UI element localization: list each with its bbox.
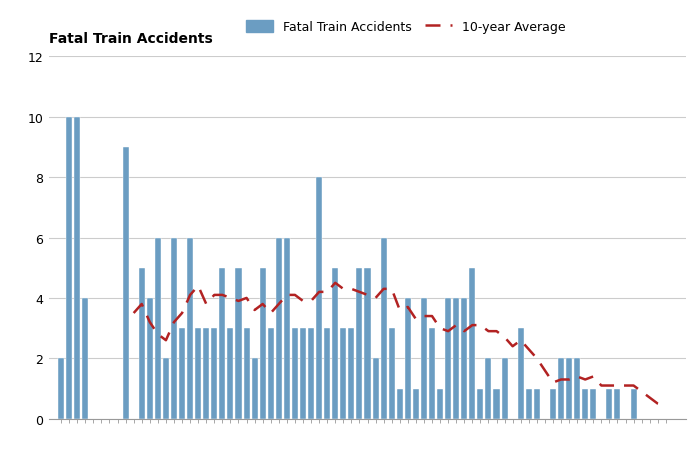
Bar xyxy=(203,328,209,419)
Bar xyxy=(606,389,612,419)
Bar xyxy=(502,358,508,419)
Bar xyxy=(171,238,177,419)
Bar xyxy=(349,328,354,419)
Bar xyxy=(292,328,298,419)
Bar xyxy=(147,298,153,419)
Bar xyxy=(477,389,484,419)
Bar xyxy=(219,268,225,419)
Bar xyxy=(122,148,129,419)
Bar xyxy=(574,358,580,419)
Bar xyxy=(526,389,532,419)
Bar xyxy=(74,118,81,419)
Bar xyxy=(469,268,475,419)
Bar xyxy=(235,268,241,419)
Bar xyxy=(615,389,620,419)
Bar xyxy=(558,358,564,419)
Bar xyxy=(372,358,379,419)
Bar xyxy=(211,328,217,419)
Bar xyxy=(550,389,556,419)
Bar xyxy=(316,178,322,419)
Bar xyxy=(421,298,427,419)
Bar xyxy=(300,328,306,419)
Bar xyxy=(155,238,161,419)
Bar xyxy=(244,328,250,419)
Bar xyxy=(179,328,185,419)
Bar xyxy=(461,298,468,419)
Bar xyxy=(582,389,588,419)
Bar xyxy=(66,118,72,419)
Bar xyxy=(340,328,346,419)
Legend: Fatal Train Accidents, 10-year Average: Fatal Train Accidents, 10-year Average xyxy=(241,16,570,40)
Bar xyxy=(413,389,419,419)
Bar xyxy=(534,389,540,419)
Bar xyxy=(276,238,282,419)
Bar xyxy=(590,389,596,419)
Bar xyxy=(228,328,233,419)
Bar xyxy=(187,238,193,419)
Bar xyxy=(389,328,395,419)
Bar xyxy=(445,298,452,419)
Bar xyxy=(163,358,169,419)
Bar xyxy=(260,268,266,419)
Bar xyxy=(83,298,88,419)
Bar xyxy=(195,328,201,419)
Bar xyxy=(518,328,524,419)
Text: Fatal Train Accidents: Fatal Train Accidents xyxy=(49,32,213,46)
Bar xyxy=(332,268,338,419)
Bar xyxy=(356,268,363,419)
Bar xyxy=(631,389,636,419)
Bar xyxy=(494,389,500,419)
Bar xyxy=(284,238,290,419)
Bar xyxy=(437,389,443,419)
Bar xyxy=(453,298,459,419)
Bar xyxy=(485,358,491,419)
Bar xyxy=(429,328,435,419)
Bar xyxy=(324,328,330,419)
Bar xyxy=(308,328,314,419)
Bar xyxy=(566,358,572,419)
Bar xyxy=(139,268,145,419)
Bar xyxy=(381,238,386,419)
Bar xyxy=(251,358,258,419)
Bar xyxy=(405,298,411,419)
Bar xyxy=(267,328,274,419)
Bar xyxy=(365,268,370,419)
Bar xyxy=(397,389,402,419)
Bar xyxy=(58,358,64,419)
